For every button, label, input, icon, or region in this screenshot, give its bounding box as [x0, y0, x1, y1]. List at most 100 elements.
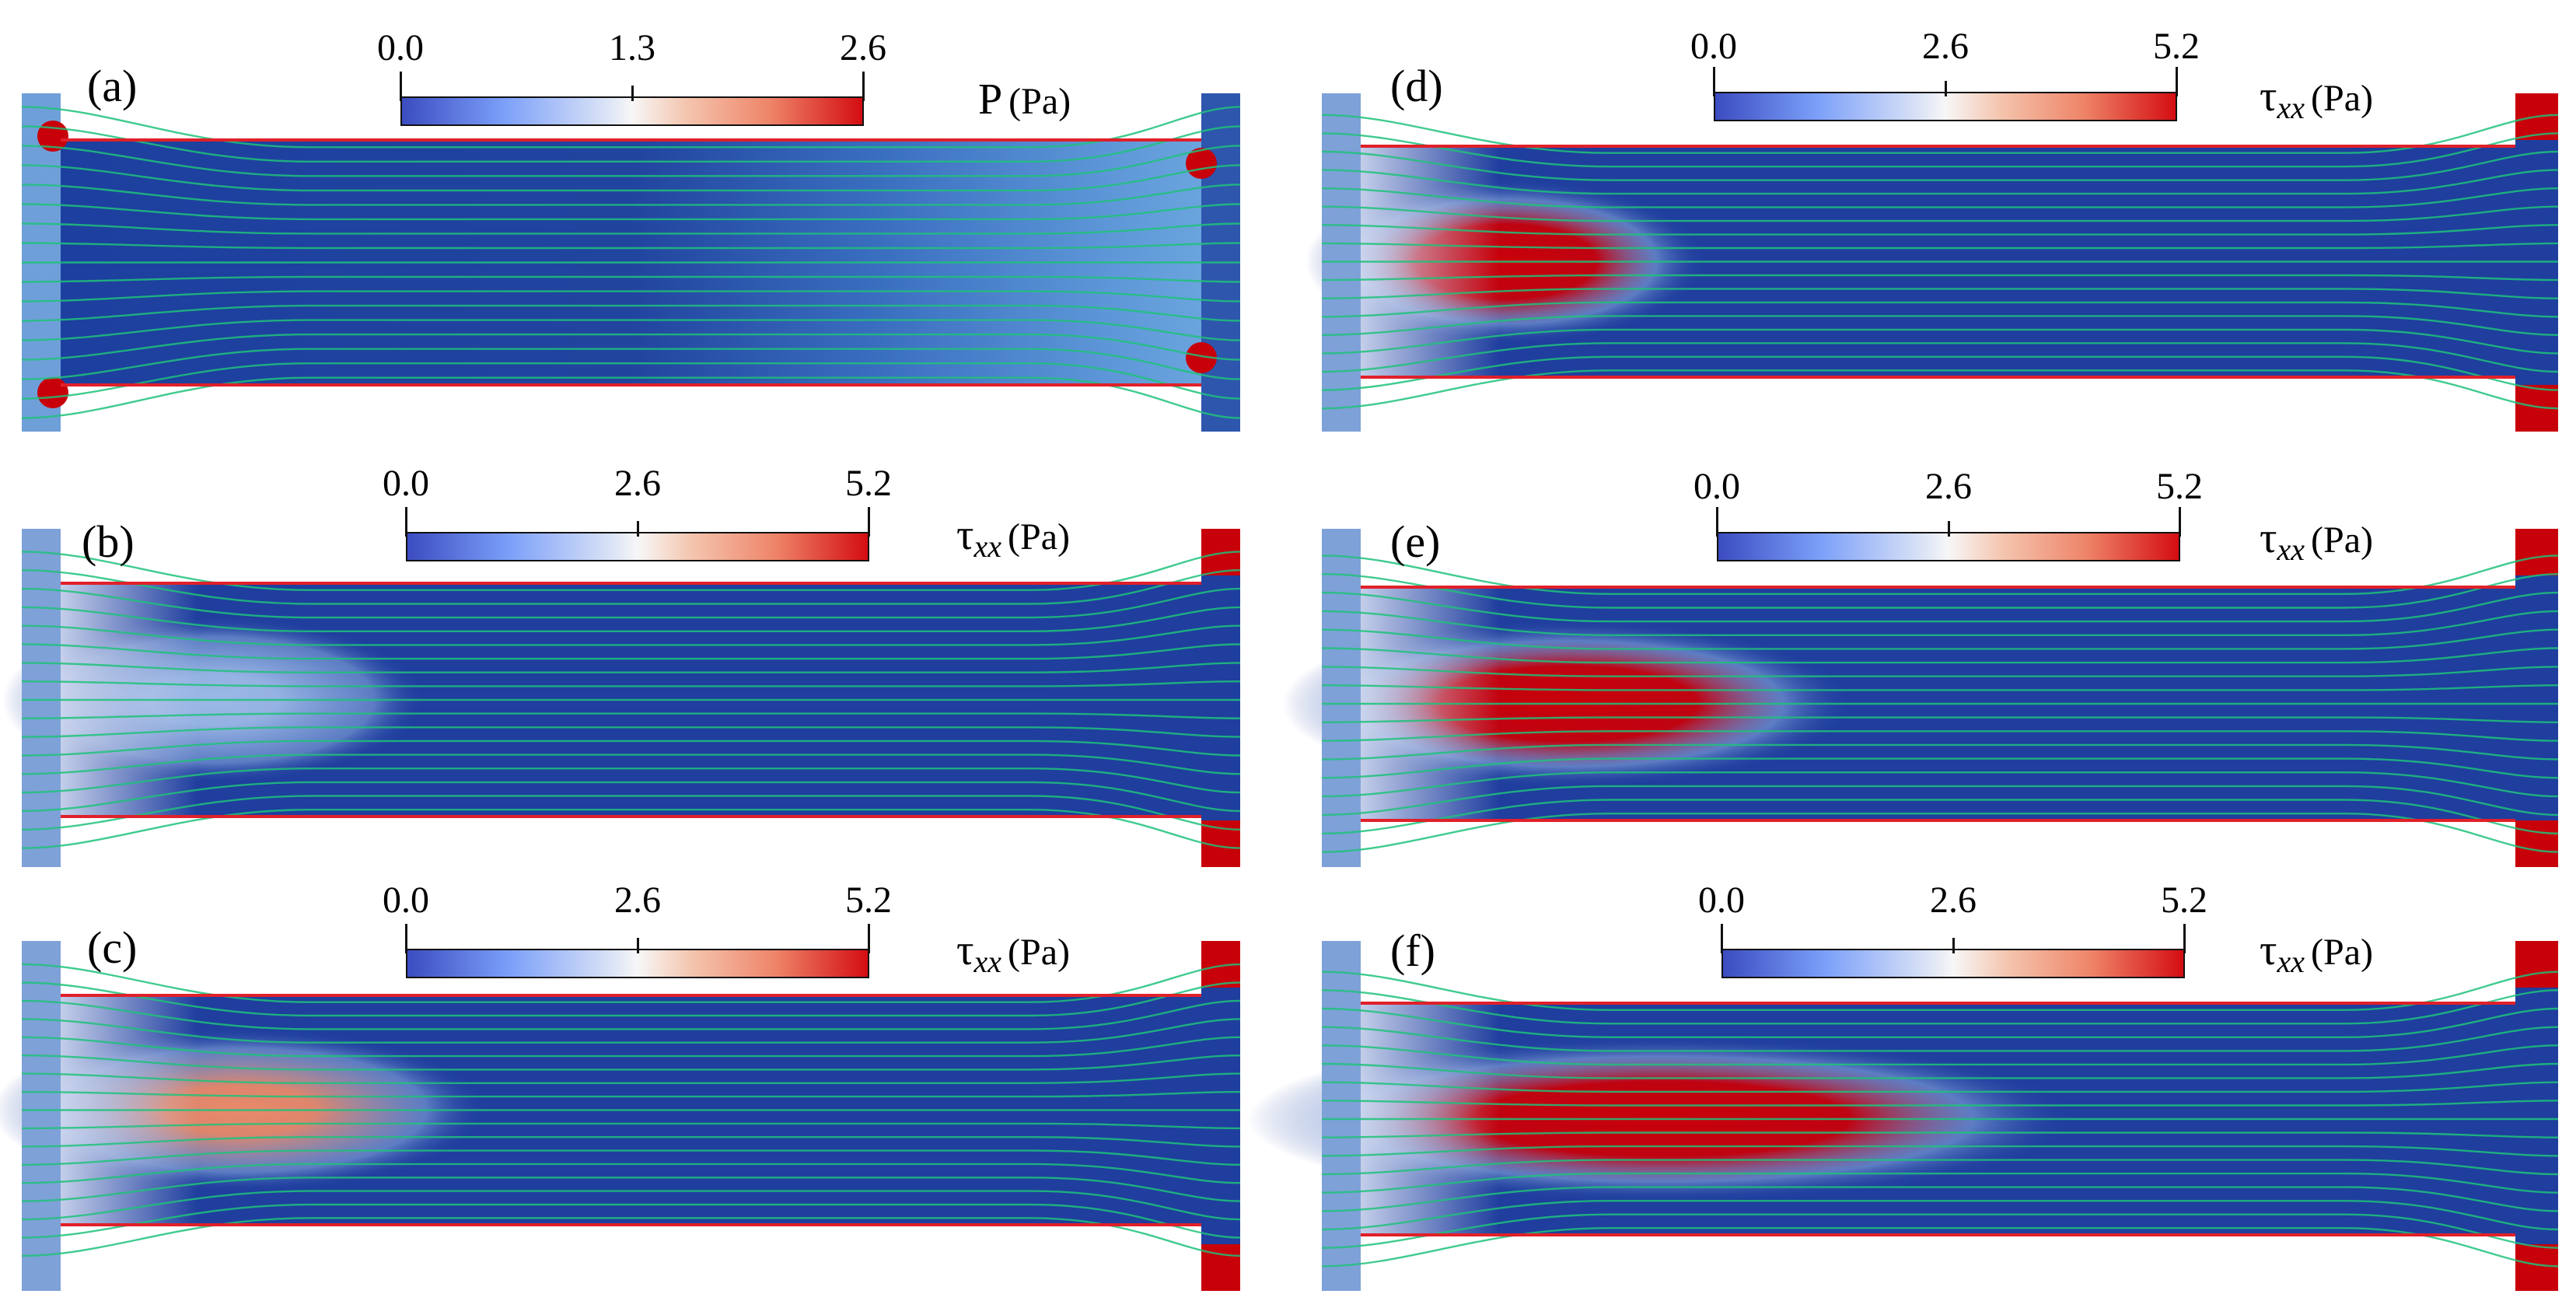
colorbar-label-e-1: 2.6	[1925, 466, 1972, 507]
colorbar-tick-d-0	[1713, 67, 1715, 96]
streamline-c-16	[21, 1217, 1241, 1257]
colorbar-label-a-0: 0.0	[377, 27, 424, 68]
streamline-b-12	[21, 754, 1241, 775]
streamline-c-6	[21, 1072, 1241, 1084]
streamline-a-16	[21, 376, 1241, 419]
colorbar-tick-c-2	[868, 924, 870, 953]
colorbar-tick-b-0	[405, 507, 407, 537]
colorbar-label-f-1: 2.6	[1930, 880, 1977, 921]
streamline-e-10	[1321, 730, 2559, 742]
streamline-f-5	[1321, 1062, 2559, 1079]
streamline-b-1	[21, 569, 1241, 605]
streamline-a-7	[21, 242, 1241, 250]
streamline-b-2	[21, 587, 1241, 619]
streamline-f-14	[1321, 1200, 2559, 1231]
panel-label-f: (f)	[1390, 925, 1435, 976]
colorbar-tick-f-0	[1721, 924, 1723, 953]
quantity-label-a: P (Pa)	[978, 75, 1071, 124]
streamline-b-14	[21, 781, 1241, 813]
colorbar-label-f-0: 0.0	[1698, 880, 1745, 921]
colorbar-tick-e-1	[1948, 521, 1950, 537]
colorbar-label-c-1: 2.6	[614, 880, 661, 921]
field-plot-c	[0, 941, 1241, 1291]
inlet-stub-f	[1322, 941, 1361, 1291]
streamline-b-3	[21, 606, 1241, 632]
streamline-a-9	[21, 275, 1241, 283]
colorbar-label-b-0: 0.0	[383, 463, 429, 504]
streamline-f-4	[1321, 1044, 2559, 1066]
streamline-f-0	[1321, 970, 2559, 1011]
outlet-stub-c	[1201, 941, 1240, 1291]
outlet-stress-bottom-f	[2515, 1244, 2558, 1291]
panel-label-a: (a)	[87, 61, 138, 111]
outlet-stub-b	[1201, 529, 1240, 867]
outlet-stress-top-e	[2515, 529, 2558, 575]
colorbar-tick-d-1	[1945, 81, 1947, 96]
field-plot-f	[1246, 941, 2559, 1291]
streamline-e-13	[1321, 771, 2559, 798]
streamline-b-7	[21, 680, 1241, 687]
streamline-f-1	[1321, 989, 2559, 1025]
colorbar-label-e-2: 5.2	[2156, 466, 2203, 507]
streamline-c-5	[21, 1054, 1241, 1071]
streamline-d-4	[1321, 187, 2559, 208]
streamline-a-11	[21, 304, 1241, 322]
streamline-a-0	[21, 106, 1241, 149]
streamline-c-14	[21, 1190, 1241, 1221]
colorbar-label-d-2: 5.2	[2153, 26, 2200, 67]
streamline-e-11	[1321, 743, 2559, 761]
streamline-e-12	[1321, 757, 2559, 779]
panel-label-c: (c)	[87, 922, 138, 973]
streamline-c-9	[21, 1122, 1241, 1130]
streamline-f-11	[1321, 1159, 2559, 1176]
panel-b: (b) 0.0 2.6 5.2 τxx (Pa)	[0, 435, 1244, 871]
streamline-f-16	[1321, 1227, 2559, 1268]
colorbar-tick-a-1	[631, 86, 634, 101]
outlet-stub-f	[2515, 941, 2558, 1291]
streamline-e-1	[1321, 573, 2559, 609]
colorbar-tick-c-0	[405, 924, 407, 953]
panel-d: (d) 0.0 2.6 5.2 τxx (Pa)	[1305, 0, 2576, 435]
streamline-d-12	[1321, 315, 2559, 336]
streamline-c-11	[21, 1149, 1241, 1166]
panel-label-e: (e)	[1390, 516, 1441, 567]
colorbar-tick-c-1	[637, 938, 639, 953]
streamline-e-15	[1321, 799, 2559, 834]
quantity-label-e: τxx (Pa)	[2260, 514, 2373, 567]
streamline-a-12	[21, 319, 1241, 341]
colorbar-tick-d-2	[2176, 67, 2178, 96]
colorbar-tick-e-2	[2179, 507, 2181, 537]
streamline-d-16	[1321, 369, 2559, 410]
streamline-a-3	[21, 164, 1241, 192]
streamline-b-5	[21, 643, 1241, 660]
streamline-d-9	[1321, 274, 2559, 282]
colorbar-label-c-0: 0.0	[383, 880, 429, 921]
colorbar-label-e-0: 0.0	[1693, 466, 1740, 507]
panel-a: (a) 0.0 1.3 2.6 P (Pa)	[0, 0, 1244, 435]
colorbar-label-a-1: 1.3	[609, 27, 655, 68]
colorbar-tick-f-1	[1952, 938, 1955, 953]
panel-label-b: (b)	[82, 516, 135, 567]
streamline-e-14	[1321, 785, 2559, 817]
quantity-label-d: τxx (Pa)	[2260, 72, 2373, 125]
streamline-a-15	[21, 362, 1241, 400]
streamline-a-4	[21, 184, 1241, 206]
streamline-d-6	[1321, 224, 2559, 236]
streamline-e-3	[1321, 610, 2559, 636]
colorbar-label-b-1: 2.6	[614, 463, 661, 504]
streamline-c-10	[21, 1136, 1241, 1148]
streamline-c-13	[21, 1177, 1241, 1202]
streamline-a-2	[21, 145, 1241, 177]
panel-c: (c) 0.0 2.6 5.2 τxx (Pa)	[0, 863, 1244, 1294]
colorbar-f	[1721, 949, 2185, 978]
outlet-stress-top-f	[2515, 941, 2558, 988]
streamline-f-10	[1321, 1145, 2559, 1157]
streamline-d-1	[1321, 132, 2559, 168]
streamline-f-13	[1321, 1186, 2559, 1212]
colorbar-tick-a-2	[862, 72, 865, 101]
streamline-f-2	[1321, 1007, 2559, 1038]
streamline-d-5	[1321, 205, 2559, 222]
outlet-stress-bottom-e	[2515, 820, 2558, 867]
streamline-a-5	[21, 203, 1241, 221]
field-plot-e	[1282, 529, 2559, 867]
